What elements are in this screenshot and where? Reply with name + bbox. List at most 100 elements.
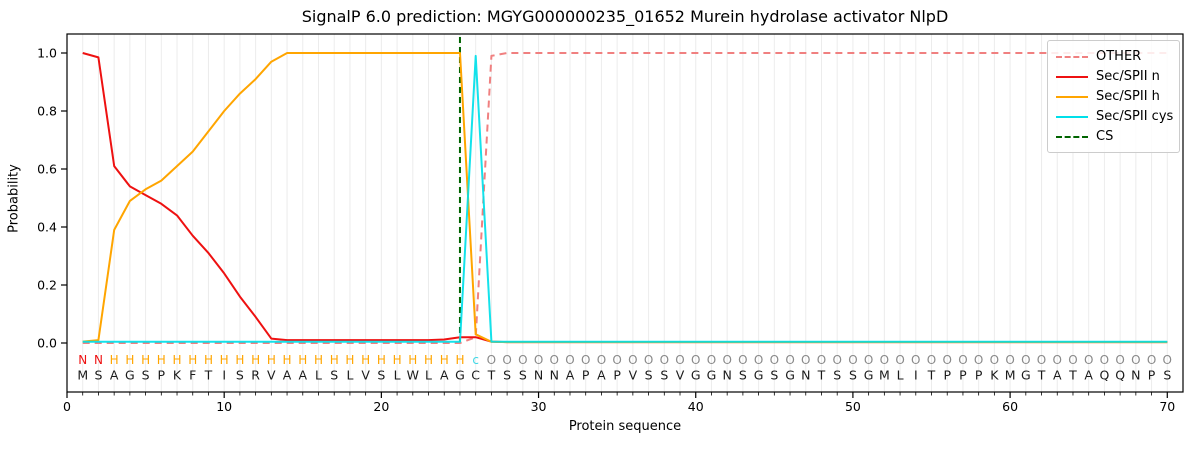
annotation-letter: O (817, 353, 826, 367)
series-lines (82, 52, 1168, 344)
sequence-letter: T (817, 368, 826, 383)
sequence-letter: T (927, 368, 936, 383)
annotation-letter: O (1037, 353, 1046, 367)
annotation-letter: O (1084, 353, 1093, 367)
annotation-letter: O (927, 353, 936, 367)
annotation-letter: O (487, 353, 496, 367)
sequence-letter: A (283, 368, 292, 383)
annotation-letter: O (911, 353, 920, 367)
legend-label: Sec/SPII h (1096, 89, 1160, 104)
annotation-letter: H (267, 353, 276, 367)
sequence-letter: P (1148, 368, 1156, 383)
annotation-letter: H (440, 353, 449, 367)
annotation-letter: H (141, 353, 150, 367)
sequence-letter: S (739, 368, 747, 383)
annotation-letter: H (330, 353, 339, 367)
sequence-letter: S (645, 368, 653, 383)
annotation-letter: O (628, 353, 637, 367)
sequence-letter: S (142, 368, 150, 383)
sequence-letter: L (315, 368, 322, 383)
series-line-sec-spii-cys (82, 54, 1168, 343)
annotation-letter: O (581, 353, 590, 367)
plot-border (66, 33, 1184, 393)
annotation-letter: O (1068, 353, 1077, 367)
annotation-letter: O (958, 353, 967, 367)
sequence-letter: N (1131, 368, 1140, 383)
sequence-letter: G (125, 368, 135, 383)
y-tick-label: 0.8 (37, 104, 57, 119)
annotation-letter: O (990, 353, 999, 367)
sequence-letter: S (377, 368, 385, 383)
annotation-letter: O (1131, 353, 1140, 367)
x-tick-label: 60 (1002, 399, 1018, 414)
sequence-letter: A (440, 368, 449, 383)
annotation-letter: H (393, 353, 402, 367)
sequence-letter: G (785, 368, 795, 383)
sequence-letter: A (566, 368, 575, 383)
y-tick-label: 0.4 (37, 220, 57, 235)
annotation-letter: O (707, 353, 716, 367)
sequence-letter: G (754, 368, 764, 383)
sequence-letter: G (864, 368, 874, 383)
annotation-letter: O (597, 353, 606, 367)
annotation-letter: O (660, 353, 669, 367)
legend-line-sample-sec-spii-n (1056, 75, 1088, 78)
y-tick-label: 0.6 (37, 162, 57, 177)
sequence-letter: A (298, 368, 307, 383)
y-axis-ticks: 0.0 0.2 0.4 0.6 0.8 1.0 (37, 46, 67, 351)
series-line-other (82, 52, 1168, 344)
annotation-letter: O (518, 353, 527, 367)
y-axis-label: Probability (6, 164, 22, 233)
annotation-letter: O (738, 353, 747, 367)
sequence-letter: P (975, 368, 983, 383)
annotation-letter: O (754, 353, 763, 367)
legend-label: Sec/SPII cys (1096, 109, 1174, 124)
annotation-letter: N (78, 353, 87, 367)
legend-line-sample-sec-spii-h (1056, 95, 1088, 98)
sequence-letter: G (455, 368, 465, 383)
sequence-letter: Q (1099, 368, 1109, 383)
annotation-letter: H (377, 353, 386, 367)
sequence-letter: Q (1115, 368, 1125, 383)
legend-line-sample-other (1056, 55, 1088, 58)
sequence-letter: P (959, 368, 967, 383)
x-tick-label: 30 (531, 399, 547, 414)
sequence-letter: L (897, 368, 904, 383)
x-axis-label: Protein sequence (568, 419, 682, 434)
sequence-letter: N (801, 368, 810, 383)
sequence-letter: A (110, 368, 119, 383)
annotation-letter: H (345, 353, 354, 367)
sequence-letter: S (660, 368, 668, 383)
annotation-letter: H (173, 353, 182, 367)
sequence-letter: G (691, 368, 701, 383)
annotation-letter: H (314, 353, 323, 367)
series-line-sec-spii-h (82, 52, 1168, 344)
annotation-letter: O (880, 353, 889, 367)
annotation-letter: H (361, 353, 370, 367)
annotation-letter: H (204, 353, 213, 367)
annotation-letter: O (864, 353, 873, 367)
sequence-letter: V (629, 368, 638, 383)
sequence-letter: K (173, 368, 182, 383)
sequence-letter: S (1163, 368, 1171, 383)
annotation-letter: O (644, 353, 653, 367)
sequence-letter: N (722, 368, 731, 383)
legend-line-sample-cs (1056, 135, 1088, 138)
legend-item-sec-spii-h: Sec/SPII h (1056, 87, 1171, 106)
annotation-letter: O (722, 353, 731, 367)
annotation-letter: O (1163, 353, 1172, 367)
sequence-letter: S (503, 368, 511, 383)
legend: OTHER Sec/SPII n Sec/SPII h Sec/SPII cys… (1047, 40, 1180, 153)
x-tick-label: 20 (373, 399, 389, 414)
annotation-letter: O (550, 353, 559, 367)
annotation-letter: O (801, 353, 810, 367)
sequence-letter: M (1005, 368, 1016, 383)
sequence-letter: K (990, 368, 999, 383)
sequence-letter: A (597, 368, 606, 383)
sequence-letter: S (519, 368, 527, 383)
sequence-letter: G (1021, 368, 1031, 383)
annotation-letter: H (125, 353, 134, 367)
annotation-letter: H (455, 353, 464, 367)
sequence-letter: M (77, 368, 88, 383)
